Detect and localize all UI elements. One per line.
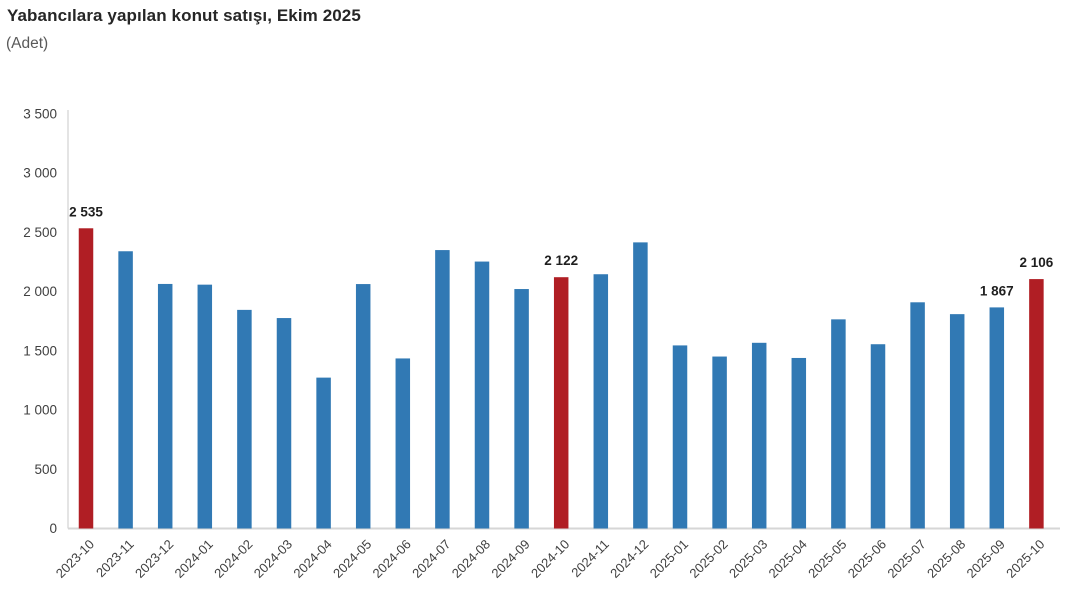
bar-2023-11[interactable]	[118, 251, 133, 529]
y-tick-label-1000: 1 000	[23, 403, 57, 418]
bar-2025-03[interactable]	[751, 342, 767, 529]
x-tick-label-2025-03: 2025-03	[726, 537, 770, 581]
x-tick-label-2024-06: 2024-06	[370, 537, 414, 581]
x-tick-label-2025-05: 2025-05	[805, 537, 849, 581]
y-tick-label-3000: 3 000	[23, 166, 57, 181]
bar-2024-08[interactable]	[474, 261, 490, 529]
x-tick-label-2025-09: 2025-09	[964, 537, 1008, 581]
y-tick-label-2500: 2 500	[23, 225, 57, 240]
x-tick-label-2025-01: 2025-01	[647, 537, 691, 581]
bar-2025-06[interactable]	[870, 344, 886, 529]
x-tick-label-2023-11: 2023-11	[93, 537, 137, 581]
x-tick-label-2023-10: 2023-10	[53, 537, 97, 581]
x-tick-label-2023-12: 2023-12	[132, 537, 176, 581]
x-tick-label-2025-07: 2025-07	[884, 537, 928, 581]
y-tick-label-0: 0	[49, 521, 57, 536]
bar-2025-10[interactable]	[1029, 279, 1044, 529]
bar-2023-10[interactable]	[78, 228, 94, 529]
bar-2024-05[interactable]	[355, 284, 371, 529]
x-tick-label-2024-09: 2024-09	[488, 537, 532, 581]
x-tick-label-2024-05: 2024-05	[330, 537, 374, 581]
y-tick-label-3500: 3 500	[23, 107, 57, 122]
y-tick-label-500: 500	[34, 462, 57, 477]
bar-2024-12[interactable]	[633, 242, 648, 529]
bar-2025-01[interactable]	[672, 345, 688, 529]
x-tick-label-2024-07: 2024-07	[409, 537, 453, 581]
bar-2024-07[interactable]	[435, 250, 450, 529]
bar-2024-03[interactable]	[276, 318, 292, 529]
point-label-2024-10: 2 122	[544, 253, 578, 268]
bar-2025-04[interactable]	[791, 357, 807, 529]
bar-2025-07[interactable]	[910, 302, 925, 529]
bar-2024-04[interactable]	[316, 377, 331, 529]
bar-2024-09[interactable]	[514, 289, 529, 529]
point-label-2025-10: 2 106	[1020, 255, 1054, 270]
x-tick-label-2025-10: 2025-10	[1003, 537, 1047, 581]
bar-2024-01[interactable]	[197, 284, 213, 529]
x-tick-label-2024-01: 2024-01	[172, 537, 216, 581]
bar-2024-10[interactable]	[553, 277, 569, 529]
chart-title: Yabancılara yapılan konut satışı, Ekim 2…	[7, 6, 361, 25]
y-tick-label-2000: 2 000	[23, 284, 57, 299]
x-tick-label-2024-03: 2024-03	[251, 537, 295, 581]
bar-2024-11[interactable]	[593, 274, 609, 529]
x-tick-label-2024-04: 2024-04	[290, 537, 334, 581]
x-tick-label-2024-11: 2024-11	[568, 537, 612, 581]
x-tick-label-2024-08: 2024-08	[449, 537, 493, 581]
x-tick-label-2025-08: 2025-08	[924, 537, 968, 581]
x-tick-label-2024-12: 2024-12	[607, 537, 651, 581]
bar-2025-09[interactable]	[989, 307, 1005, 529]
x-tick-label-2024-02: 2024-02	[211, 537, 255, 581]
x-tick-label-2024-10: 2024-10	[528, 537, 572, 581]
y-tick-label-1500: 1 500	[23, 343, 57, 358]
x-tick-label-2025-06: 2025-06	[845, 537, 889, 581]
bar-2024-06[interactable]	[395, 358, 411, 529]
bar-2025-02[interactable]	[712, 356, 727, 529]
bar-2025-05[interactable]	[831, 319, 846, 529]
bar-2024-02[interactable]	[237, 309, 252, 529]
bar-2023-12[interactable]	[157, 283, 173, 529]
x-tick-label-2025-02: 2025-02	[686, 537, 730, 581]
point-label-2025-09: 1 867	[980, 283, 1014, 298]
chart-subtitle: (Adet)	[6, 35, 49, 52]
bar-2025-08[interactable]	[949, 314, 965, 529]
x-tick-label-2025-04: 2025-04	[766, 537, 810, 581]
point-label-2023-10: 2 535	[69, 204, 103, 219]
